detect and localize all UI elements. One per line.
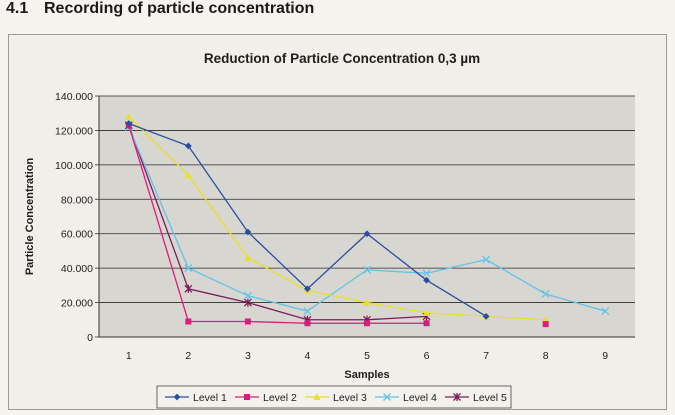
data-point-level-2 bbox=[542, 321, 549, 328]
line-chart: Reduction of Particle Concentration 0,3 … bbox=[24, 51, 635, 409]
data-point-level-1 bbox=[482, 312, 490, 320]
legend-marker bbox=[313, 393, 321, 400]
data-point-level-4 bbox=[303, 307, 312, 316]
legend-label: Level 2 bbox=[263, 392, 297, 404]
data-point-level-3 bbox=[184, 171, 192, 179]
section-heading: 4.1 Recording of particle concentration bbox=[6, 0, 314, 18]
data-point-level-3 bbox=[363, 298, 371, 306]
y-tick-label: 80.000 bbox=[61, 194, 93, 206]
y-tick-label: 40.000 bbox=[61, 263, 93, 275]
legend-marker bbox=[173, 393, 181, 401]
y-axis-title: Particle Concentration bbox=[24, 158, 36, 276]
data-point-level-1 bbox=[244, 228, 252, 236]
data-point-level-2 bbox=[244, 318, 251, 325]
x-tick-label: 6 bbox=[424, 350, 430, 362]
data-point-level-4 bbox=[482, 255, 491, 264]
legend-marker bbox=[453, 393, 461, 401]
x-tick-label: 8 bbox=[543, 350, 549, 362]
y-tick-label: 60.000 bbox=[61, 229, 93, 241]
data-point-level-5 bbox=[243, 298, 252, 307]
y-tick-label: 140.000 bbox=[55, 91, 93, 103]
data-point-level-1 bbox=[423, 276, 430, 284]
data-point-level-4 bbox=[422, 269, 431, 278]
x-tick-label: 5 bbox=[364, 350, 370, 362]
y-tick-label: 100.000 bbox=[55, 160, 93, 172]
data-point-level-2 bbox=[364, 320, 370, 327]
data-point-level-2 bbox=[304, 320, 311, 327]
legend-label: Level 3 bbox=[333, 392, 367, 404]
x-tick-label: 4 bbox=[305, 350, 311, 362]
y-tick-label: 120.000 bbox=[55, 125, 93, 137]
x-axis-title: Samples bbox=[344, 369, 389, 381]
data-point-level-4 bbox=[541, 290, 550, 298]
legend-label: Level 5 bbox=[473, 392, 507, 404]
x-tick-label: 7 bbox=[483, 350, 489, 362]
data-point-level-5 bbox=[184, 284, 193, 293]
chart-title: Reduction of Particle Concentration 0,3 … bbox=[204, 51, 480, 66]
plot-area bbox=[99, 96, 635, 337]
legend-box bbox=[156, 385, 512, 409]
data-point-level-3 bbox=[422, 309, 431, 316]
series-line-level-3 bbox=[128, 116, 546, 321]
series-line-level-2 bbox=[128, 125, 427, 324]
data-point-level-4 bbox=[363, 265, 371, 274]
data-point-level-1 bbox=[363, 230, 371, 238]
legend-marker bbox=[383, 393, 391, 401]
legend-label: Level 4 bbox=[403, 392, 437, 404]
chart-frame: Reduction of Particle Concentration 0,3 … bbox=[8, 34, 667, 410]
x-tick-label: 9 bbox=[602, 350, 608, 362]
y-tick-label: 20.000 bbox=[61, 298, 93, 310]
data-point-level-4 bbox=[601, 307, 610, 316]
data-point-level-2 bbox=[423, 320, 430, 327]
data-point-level-1 bbox=[184, 142, 192, 150]
data-point-level-3 bbox=[244, 254, 252, 261]
x-tick-label: 3 bbox=[245, 350, 251, 362]
data-point-level-1 bbox=[304, 285, 311, 293]
data-point-level-1 bbox=[125, 120, 133, 127]
data-point-level-4 bbox=[184, 264, 193, 273]
data-point-level-3 bbox=[125, 113, 133, 120]
data-point-level-2 bbox=[185, 318, 192, 325]
data-point-level-4 bbox=[243, 291, 252, 300]
section-number: 4.1 bbox=[6, 0, 29, 17]
legend-marker bbox=[244, 394, 250, 400]
x-tick-label: 2 bbox=[185, 350, 191, 362]
section-title: Recording of particle concentration bbox=[44, 0, 315, 17]
y-tick-label: 0 bbox=[87, 332, 93, 344]
series-line-level-5 bbox=[128, 125, 427, 321]
x-tick-label: 1 bbox=[126, 350, 132, 362]
legend-label: Level 1 bbox=[193, 392, 227, 404]
